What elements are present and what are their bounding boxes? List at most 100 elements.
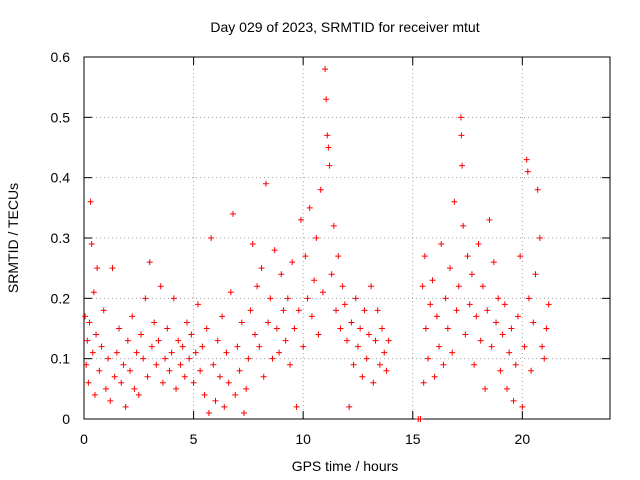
data-point <box>315 331 322 338</box>
y-tick-label: 0 <box>62 411 70 427</box>
data-point <box>221 403 228 410</box>
data-point <box>94 265 101 272</box>
data-point <box>352 295 359 302</box>
data-point <box>427 301 434 308</box>
data-point <box>464 253 471 260</box>
data-point <box>510 397 517 404</box>
data-point <box>82 313 89 320</box>
data-point <box>545 301 552 308</box>
data-point <box>166 367 173 374</box>
data-point <box>495 295 502 302</box>
data-point <box>429 277 436 284</box>
data-point <box>372 337 379 344</box>
data-point <box>243 385 250 392</box>
data-point <box>524 168 531 175</box>
data-point <box>326 162 333 169</box>
data-point <box>335 253 342 260</box>
data-point <box>208 235 215 241</box>
data-point <box>379 325 386 332</box>
data-point <box>458 132 465 139</box>
y-tick-label: 0.6 <box>51 49 71 65</box>
data-point <box>468 271 475 278</box>
data-point <box>188 331 195 338</box>
data-point <box>269 355 276 362</box>
data-point <box>137 331 144 338</box>
data-point <box>234 343 241 350</box>
data-point <box>278 271 285 278</box>
data-point <box>271 247 278 254</box>
data-point <box>295 307 302 314</box>
data-point <box>421 253 428 260</box>
data-point <box>256 343 263 350</box>
data-point <box>179 343 186 350</box>
data-point <box>297 216 304 223</box>
data-point <box>501 301 508 308</box>
data-point <box>514 313 521 320</box>
x-tick-label: 20 <box>515 431 531 447</box>
data-point <box>302 253 309 260</box>
data-point <box>135 391 142 398</box>
data-point <box>453 307 460 314</box>
y-tick-label: 0.3 <box>51 230 71 246</box>
data-point <box>287 361 294 368</box>
data-point <box>151 319 158 326</box>
data-point <box>333 307 340 314</box>
data-point <box>354 343 361 350</box>
data-point <box>337 325 344 332</box>
data-point <box>247 307 254 314</box>
data-point <box>341 301 348 308</box>
data-point <box>359 373 366 380</box>
data-point <box>86 319 93 326</box>
data-point <box>466 301 473 308</box>
data-point <box>111 373 118 380</box>
data-point <box>442 295 449 302</box>
data-point <box>289 259 296 266</box>
data-point <box>521 343 528 350</box>
data-point <box>482 385 489 392</box>
data-point <box>473 313 480 320</box>
data-point <box>365 331 372 338</box>
data-point <box>184 319 191 326</box>
data-point <box>186 355 193 362</box>
data-point <box>159 379 166 386</box>
data-point <box>131 385 138 392</box>
data-point <box>238 319 245 326</box>
data-point <box>523 156 530 163</box>
data-point <box>447 265 454 272</box>
data-point <box>499 331 506 338</box>
data-point <box>155 337 162 344</box>
data-point <box>273 325 280 332</box>
data-point <box>124 337 131 344</box>
data-point <box>431 373 438 380</box>
data-point <box>122 403 129 410</box>
data-point <box>225 379 232 386</box>
data-point <box>512 361 519 368</box>
data-point <box>536 235 543 241</box>
x-tick-label: 10 <box>295 431 311 447</box>
data-point <box>300 343 307 350</box>
data-point <box>216 373 223 380</box>
data-point <box>455 283 462 290</box>
chart-title: Day 029 of 2023, SRMTID for receiver mtu… <box>210 19 479 35</box>
data-point <box>265 319 272 326</box>
data-point <box>479 283 486 290</box>
data-point <box>322 66 329 73</box>
data-points <box>82 66 552 422</box>
data-point <box>142 295 149 302</box>
y-tick-label: 0.2 <box>51 290 71 306</box>
data-point <box>370 379 377 386</box>
x-axis-label: GPS time / hours <box>292 458 399 474</box>
data-point <box>357 325 364 332</box>
grid-lines <box>84 57 610 419</box>
data-point <box>232 391 239 398</box>
data-point <box>517 253 524 260</box>
data-point <box>457 114 464 121</box>
data-point <box>462 331 469 338</box>
data-point <box>440 361 447 368</box>
data-point <box>325 144 332 151</box>
data-point <box>291 325 298 332</box>
data-point <box>219 313 226 320</box>
data-point <box>385 337 392 344</box>
axis-ticks: 0 0.1 0.2 0.3 0.4 0.5 0.6 0 5 10 15 20 <box>51 49 610 447</box>
data-point <box>471 361 478 368</box>
